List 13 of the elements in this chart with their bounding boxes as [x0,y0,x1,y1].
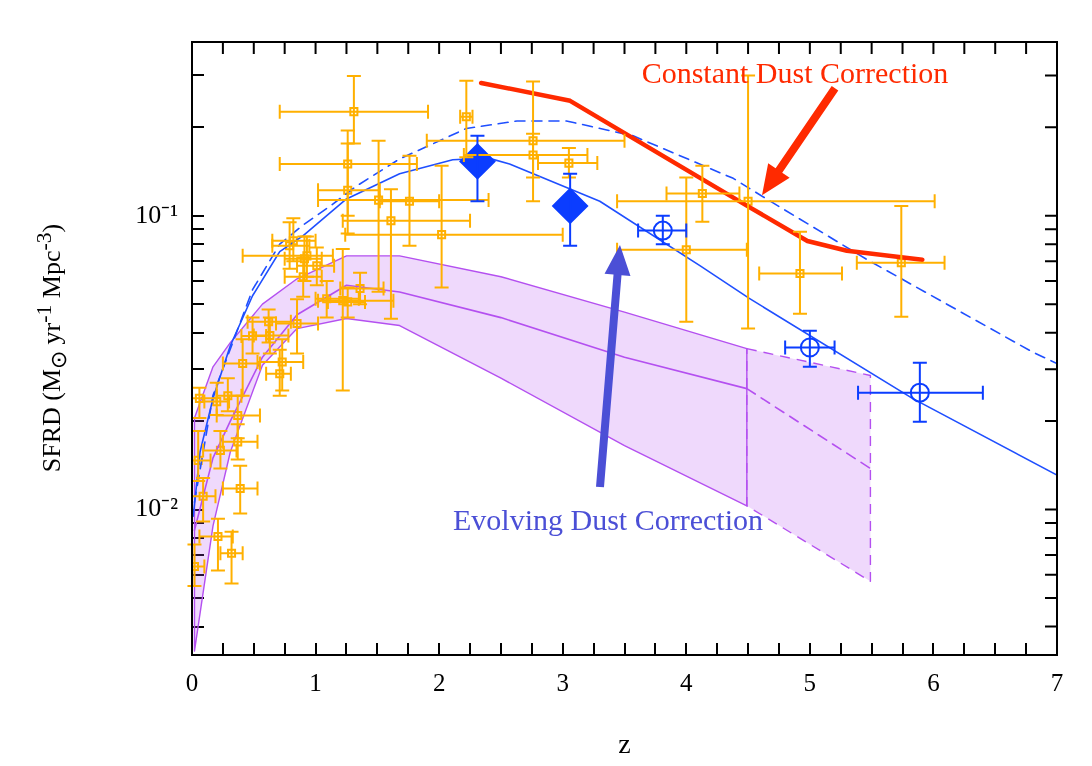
annotation: Evolving Dust Correction [453,503,763,536]
y-tick-label: 10⁻¹ [135,199,178,229]
x-tick-label: 5 [803,668,817,696]
y-tick-label: 10⁻² [135,493,179,523]
x-tick-label: 4 [680,668,694,696]
x-axis-title: z [618,727,631,759]
x-tick-label: 0 [185,668,199,696]
x-tick-label: 1 [309,668,322,696]
x-tick-label: 3 [556,668,569,696]
x-tick-label: 7 [1050,668,1064,696]
x-tick-label: 6 [927,668,940,696]
annotation: Constant Dust Correction [641,56,949,89]
x-tick-label: 2 [432,668,446,696]
